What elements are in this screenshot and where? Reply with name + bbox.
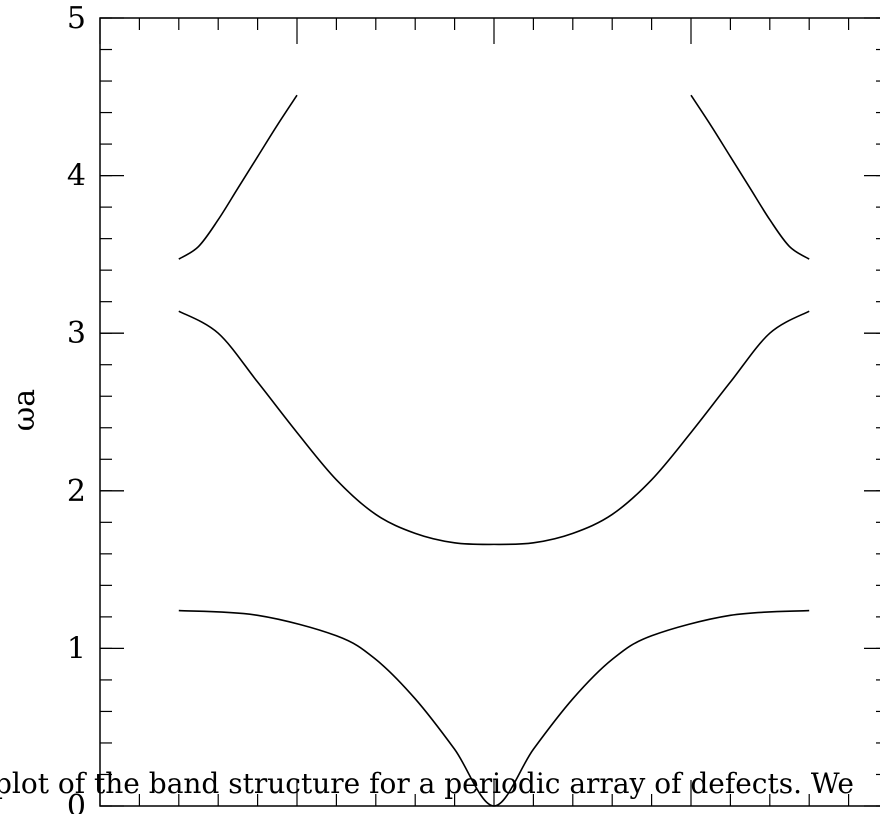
series-lines: [178, 94, 810, 807]
y-axis-label: ωa: [7, 389, 42, 431]
y-tick-label: 1: [67, 631, 86, 666]
band-line-3: [178, 94, 298, 260]
y-tick-label: 2: [67, 474, 86, 509]
y-axis-ticks: 0 1 2 3 4 5: [67, 1, 880, 814]
y-tick-label: 4: [67, 159, 86, 194]
plot-frame: [99, 17, 880, 807]
band-line-2: [178, 310, 810, 546]
y-tick-label: 3: [67, 316, 86, 351]
y-tick-label: 0: [67, 789, 86, 814]
caption-fragment: plot of the band structure for a periodi…: [0, 767, 854, 800]
minor-ticks: [99, 17, 880, 807]
y-tick-label: 5: [67, 1, 86, 36]
band-line-1: [178, 609, 810, 807]
band-line-4: [690, 94, 810, 260]
plot-border: [99, 17, 880, 807]
